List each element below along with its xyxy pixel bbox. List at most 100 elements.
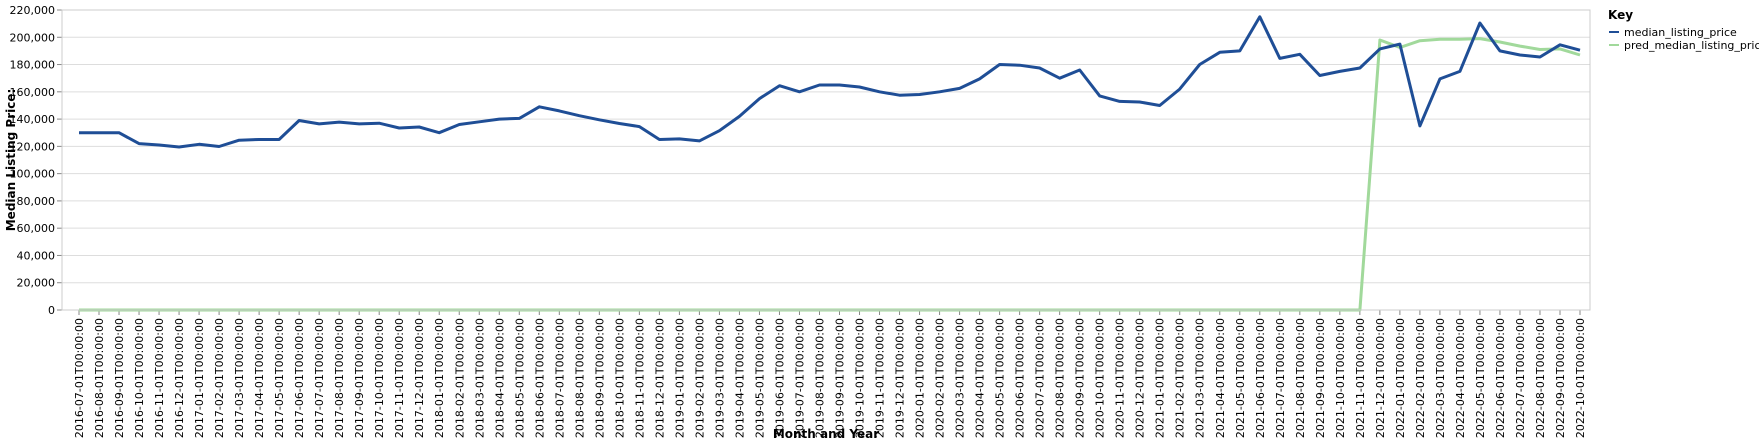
x-tick-label: 2020-07-01T00:00:00 <box>1034 318 1047 438</box>
series-line-median-listing-price <box>79 15 1581 149</box>
x-tick-label: 2022-04-01T00:00:00 <box>1454 318 1467 438</box>
y-tick-label: 160,000 <box>10 86 56 99</box>
x-tick-label: 2018-11-01T00:00:00 <box>633 318 646 438</box>
x-tick-label: 2020-09-01T00:00:00 <box>1074 318 1087 438</box>
x-tick-label: 2018-10-01T00:00:00 <box>613 318 626 438</box>
x-tick-label: 2017-06-01T00:00:00 <box>293 318 306 438</box>
x-tick-label: 2021-06-01T00:00:00 <box>1254 318 1267 438</box>
x-tick-label: 2018-03-01T00:00:00 <box>473 318 486 438</box>
y-axis-ticks: 0 20,000 40,000 60,000 80,000 100,000 120,000 1… <box>10 4 62 317</box>
x-tick-label: 2021-05-01T00:00:00 <box>1234 318 1247 438</box>
x-tick-label: 2017-10-01T00:00:00 <box>373 318 386 438</box>
x-tick-label: 2022-01-01T00:00:00 <box>1394 318 1407 438</box>
x-tick-label: 2018-05-01T00:00:00 <box>513 318 526 438</box>
x-tick-label: 2020-02-01T00:00:00 <box>934 318 947 438</box>
x-tick-label: 2016-11-01T00:00:00 <box>153 318 166 438</box>
x-tick-label: 2016-09-01T00:00:00 <box>113 318 126 438</box>
x-tick-label: 2018-09-01T00:00:00 <box>593 318 606 438</box>
legend-title: Key <box>1608 8 1633 22</box>
x-tick-label: 2020-10-01T00:00:00 <box>1094 318 1107 438</box>
x-tick-label: 2022-06-01T00:00:00 <box>1494 318 1507 438</box>
y-tick-label: 40,000 <box>17 249 56 262</box>
x-tick-label: 2017-01-01T00:00:00 <box>193 318 206 438</box>
x-tick-label: 2021-11-01T00:00:00 <box>1354 318 1367 438</box>
x-tick-label: 2022-07-01T00:00:00 <box>1514 318 1527 438</box>
y-tick-label: 180,000 <box>10 59 56 72</box>
x-tick-label: 2016-10-01T00:00:00 <box>133 318 146 438</box>
x-tick-label: 2020-12-01T00:00:00 <box>1134 318 1147 438</box>
series-lines <box>79 15 1581 312</box>
x-tick-label: 2018-06-01T00:00:00 <box>533 318 546 438</box>
x-tick-label: 2021-12-01T00:00:00 <box>1374 318 1387 438</box>
y-tick-label: 220,000 <box>10 4 56 17</box>
x-tick-label: 2019-01-01T00:00:00 <box>673 318 686 438</box>
x-tick-label: 2016-07-01T00:00:00 <box>73 318 86 438</box>
x-tick-label: 2022-02-01T00:00:00 <box>1414 318 1427 438</box>
x-tick-label: 2021-01-01T00:00:00 <box>1154 318 1167 438</box>
x-tick-label: 2018-08-01T00:00:00 <box>573 318 586 438</box>
x-tick-label: 2019-03-01T00:00:00 <box>713 318 726 438</box>
y-tick-label: 60,000 <box>17 222 56 235</box>
x-tick-label: 2019-04-01T00:00:00 <box>733 318 746 438</box>
x-tick-label: 2018-04-01T00:00:00 <box>493 318 506 438</box>
y-tick-label: 120,000 <box>10 140 56 153</box>
x-tick-label: 2019-06-01T00:00:00 <box>773 318 786 438</box>
x-tick-label: 2021-10-01T00:00:00 <box>1334 318 1347 438</box>
x-tick-label: 2017-04-01T00:00:00 <box>253 318 266 438</box>
y-tick-label: 20,000 <box>17 277 56 290</box>
x-tick-label: 2020-03-01T00:00:00 <box>954 318 967 438</box>
x-tick-label: 2021-03-01T00:00:00 <box>1194 318 1207 438</box>
x-tick-label: 2017-03-01T00:00:00 <box>233 318 246 438</box>
x-tick-label: 2020-05-01T00:00:00 <box>994 318 1007 438</box>
x-tick-label: 2017-05-01T00:00:00 <box>273 318 286 438</box>
legend-items: median_listing_pricepred_median_listing_… <box>1609 26 1759 52</box>
gridlines <box>62 9 1590 311</box>
x-tick-label: 2019-02-01T00:00:00 <box>693 318 706 438</box>
x-tick-label: 2016-08-01T00:00:00 <box>93 318 106 438</box>
x-tick-label: 2022-08-01T00:00:00 <box>1534 318 1547 438</box>
x-tick-label: 2022-05-01T00:00:00 <box>1474 318 1487 438</box>
x-tick-label: 2018-07-01T00:00:00 <box>553 318 566 438</box>
y-tick-label: 100,000 <box>10 168 56 181</box>
y-tick-label: 200,000 <box>10 31 56 44</box>
x-tick-label: 2020-04-01T00:00:00 <box>974 318 987 438</box>
x-tick-label: 2019-07-01T00:00:00 <box>793 318 806 438</box>
y-tick-label: 0 <box>48 304 55 317</box>
x-tick-label: 2021-09-01T00:00:00 <box>1314 318 1327 438</box>
x-tick-label: 2017-12-01T00:00:00 <box>413 318 426 438</box>
x-tick-label: 2017-08-01T00:00:00 <box>333 318 346 438</box>
x-tick-label: 2018-02-01T00:00:00 <box>453 318 466 438</box>
x-tick-label: 2016-12-01T00:00:00 <box>173 318 186 438</box>
x-tick-label: 2021-02-01T00:00:00 <box>1174 318 1187 438</box>
x-tick-label: 2021-07-01T00:00:00 <box>1274 318 1287 438</box>
y-axis-title: Median Listing Price: <box>4 89 18 232</box>
series-line-pred-median-listing-price <box>79 37 1581 312</box>
legend-label: median_listing_price <box>1624 26 1737 39</box>
x-tick-label: 2019-08-01T00:00:00 <box>813 318 826 438</box>
x-tick-label: 2021-04-01T00:00:00 <box>1214 318 1227 438</box>
x-tick-label: 2022-10-01T00:00:00 <box>1574 318 1587 438</box>
x-tick-label: 2022-09-01T00:00:00 <box>1554 318 1567 438</box>
legend-label: pred_median_listing_price <box>1624 39 1759 52</box>
x-tick-label: 2017-02-01T00:00:00 <box>213 318 226 438</box>
x-tick-label: 2017-07-01T00:00:00 <box>313 318 326 438</box>
x-tick-label: 2019-11-01T00:00:00 <box>874 318 887 438</box>
x-tick-label: 2019-05-01T00:00:00 <box>753 318 766 438</box>
x-tick-label: 2017-11-01T00:00:00 <box>393 318 406 438</box>
plot-border <box>61 9 1591 311</box>
legend: Key median_listing_pricepred_median_list… <box>1608 8 1759 52</box>
x-tick-label: 2020-01-01T00:00:00 <box>914 318 927 438</box>
y-tick-label: 80,000 <box>17 195 56 208</box>
x-tick-label: 2021-08-01T00:00:00 <box>1294 318 1307 438</box>
x-axis-ticks: 2016-07-01T00:00:00 2016-08-01T00:00:00 20… <box>73 310 1587 438</box>
x-tick-label: 2017-09-01T00:00:00 <box>353 318 366 438</box>
x-tick-label: 2020-06-01T00:00:00 <box>1014 318 1027 438</box>
x-tick-label: 2018-12-01T00:00:00 <box>653 318 666 438</box>
x-tick-label: 2018-01-01T00:00:00 <box>433 318 446 438</box>
x-tick-label: 2019-09-01T00:00:00 <box>834 318 847 438</box>
x-tick-label: 2022-03-01T00:00:00 <box>1434 318 1447 438</box>
x-tick-label: 2019-12-01T00:00:00 <box>894 318 907 438</box>
x-tick-label: 2019-10-01T00:00:00 <box>854 318 867 438</box>
y-tick-label: 140,000 <box>10 113 56 126</box>
